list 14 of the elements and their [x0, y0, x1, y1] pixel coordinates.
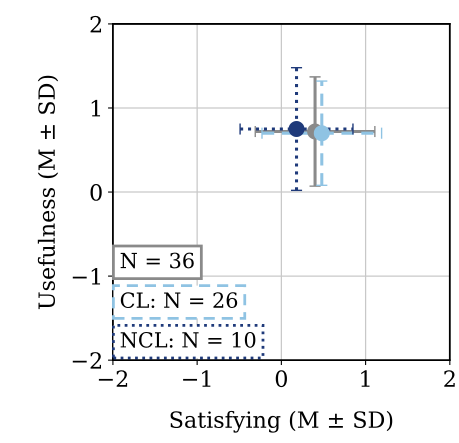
- y-tick-label: −2: [72, 352, 102, 369]
- x-axis-title: Satisfying (M ± SD): [170, 410, 392, 433]
- y-tick-label: 2: [90, 16, 102, 32]
- y-tick-label: −1: [72, 268, 100, 285]
- x-tick-label: 2: [444, 370, 455, 387]
- y-tick-label: 1: [92, 100, 100, 116]
- text: CL: N = 26: [120, 292, 238, 308]
- text: NCL: N = 10: [120, 332, 256, 348]
- text: N = 36: [120, 252, 194, 268]
- x-tick-label: 0: [276, 370, 287, 388]
- y-tick-label: 0: [90, 184, 102, 201]
- x-tick-label: 1: [361, 370, 370, 387]
- y-axis-title: Usefulness (M ± SD): [38, 76, 58, 310]
- x-tick-label: −1: [183, 370, 210, 387]
